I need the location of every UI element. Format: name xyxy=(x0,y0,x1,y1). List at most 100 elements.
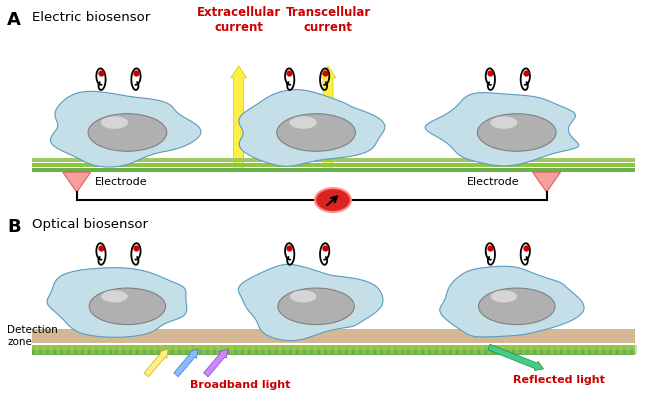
Bar xyxy=(424,345,428,354)
Bar xyxy=(32,158,635,162)
Polygon shape xyxy=(425,92,579,166)
Bar xyxy=(494,345,498,354)
Text: Optical biosensor: Optical biosensor xyxy=(32,218,148,231)
Bar xyxy=(70,345,74,354)
Bar xyxy=(237,345,241,354)
Ellipse shape xyxy=(289,116,317,129)
Bar xyxy=(418,345,422,354)
Text: Reflected light: Reflected light xyxy=(512,375,604,385)
Bar xyxy=(515,345,519,354)
Bar xyxy=(91,345,95,354)
Bar xyxy=(188,345,192,354)
Bar xyxy=(508,345,512,354)
Bar xyxy=(376,345,380,354)
Polygon shape xyxy=(51,91,201,167)
Bar xyxy=(105,345,109,354)
Bar xyxy=(584,345,588,354)
Text: B: B xyxy=(7,218,21,236)
Bar xyxy=(32,329,635,343)
Bar xyxy=(334,345,338,354)
Bar xyxy=(292,345,296,354)
Bar xyxy=(612,345,616,354)
Bar xyxy=(459,345,463,354)
Ellipse shape xyxy=(277,114,356,151)
Ellipse shape xyxy=(101,116,128,129)
Bar xyxy=(257,345,261,354)
Bar xyxy=(32,345,635,350)
Bar xyxy=(285,345,289,354)
Bar xyxy=(542,345,546,354)
Bar xyxy=(327,345,331,354)
Bar xyxy=(320,345,324,354)
Polygon shape xyxy=(533,172,560,192)
Text: Detection
zone: Detection zone xyxy=(7,326,58,347)
Bar xyxy=(564,345,568,354)
Bar xyxy=(529,345,533,354)
Bar xyxy=(195,345,199,354)
Bar xyxy=(626,345,630,354)
Text: Electric biosensor: Electric biosensor xyxy=(32,12,150,24)
Ellipse shape xyxy=(88,114,167,151)
Bar xyxy=(570,345,574,354)
Bar xyxy=(598,345,602,354)
Bar xyxy=(32,350,635,355)
Bar xyxy=(216,345,219,354)
Bar xyxy=(522,345,526,354)
Bar xyxy=(487,345,491,354)
Bar xyxy=(480,345,484,354)
Bar xyxy=(348,345,352,354)
Bar xyxy=(223,345,227,354)
Bar xyxy=(167,345,171,354)
Text: Transcellular
current: Transcellular current xyxy=(285,6,371,35)
Bar xyxy=(383,345,387,354)
Bar xyxy=(404,345,408,354)
Ellipse shape xyxy=(491,290,517,302)
Bar xyxy=(125,345,129,354)
Bar xyxy=(83,345,87,354)
Bar xyxy=(466,345,470,354)
Bar xyxy=(432,345,436,354)
Bar xyxy=(32,168,635,172)
Bar xyxy=(181,345,185,354)
Polygon shape xyxy=(63,172,91,192)
Bar xyxy=(139,345,143,354)
Bar xyxy=(119,345,123,354)
Bar xyxy=(77,345,81,354)
Ellipse shape xyxy=(101,290,127,302)
Bar xyxy=(35,345,39,354)
Bar xyxy=(271,345,275,354)
Bar xyxy=(111,345,115,354)
Bar xyxy=(160,345,164,354)
Bar xyxy=(619,345,623,354)
Bar xyxy=(153,345,157,354)
Bar xyxy=(410,345,414,354)
Bar xyxy=(251,345,255,354)
Bar xyxy=(132,345,136,354)
Ellipse shape xyxy=(290,290,316,302)
Bar xyxy=(229,345,233,354)
Bar xyxy=(56,345,60,354)
Bar xyxy=(390,345,394,354)
FancyArrow shape xyxy=(320,66,336,170)
Bar xyxy=(97,345,101,354)
FancyArrow shape xyxy=(488,344,544,371)
Bar xyxy=(446,345,449,354)
Bar xyxy=(209,345,213,354)
Ellipse shape xyxy=(490,116,518,129)
Bar xyxy=(341,345,345,354)
Polygon shape xyxy=(440,266,584,337)
Polygon shape xyxy=(239,90,385,166)
Bar xyxy=(63,345,67,354)
Bar xyxy=(362,345,366,354)
Bar xyxy=(174,345,178,354)
Bar xyxy=(452,345,456,354)
FancyArrow shape xyxy=(203,349,227,377)
Bar xyxy=(243,345,247,354)
Polygon shape xyxy=(47,268,187,337)
Text: Broadband light: Broadband light xyxy=(191,380,291,390)
Bar xyxy=(32,163,635,167)
Bar xyxy=(605,345,609,354)
Bar xyxy=(473,345,477,354)
Bar xyxy=(265,345,268,354)
Bar xyxy=(591,345,595,354)
